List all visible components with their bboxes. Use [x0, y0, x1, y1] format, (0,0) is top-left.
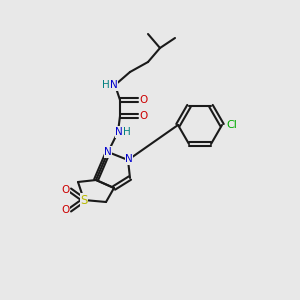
Text: N: N	[125, 154, 133, 164]
Text: O: O	[140, 111, 148, 121]
Text: N: N	[110, 80, 118, 90]
Text: N: N	[115, 127, 123, 137]
Text: Cl: Cl	[226, 120, 237, 130]
Text: H: H	[102, 80, 110, 90]
Text: O: O	[61, 185, 69, 195]
Text: H: H	[123, 127, 131, 137]
Text: N: N	[104, 147, 112, 157]
Text: O: O	[140, 95, 148, 105]
Text: S: S	[80, 194, 88, 206]
Text: O: O	[61, 205, 69, 215]
